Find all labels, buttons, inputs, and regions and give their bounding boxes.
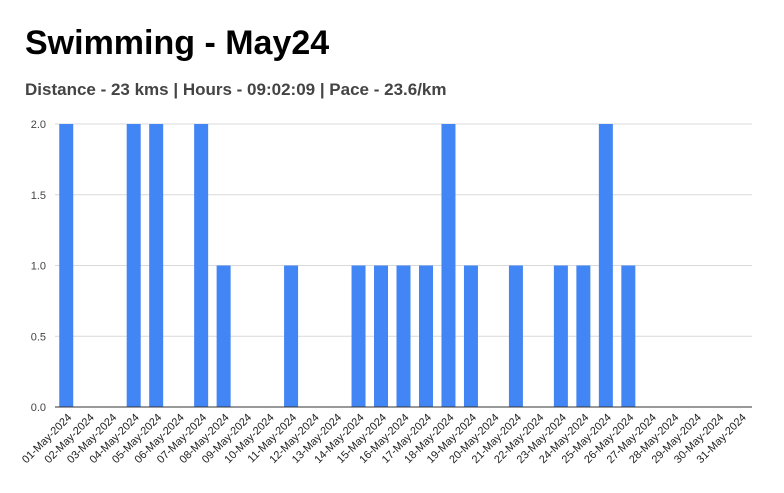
chart-title: Swimming - May24 (25, 24, 330, 62)
bar-14-May-2024[interactable] (351, 265, 366, 408)
bar-11-May-2024[interactable] (284, 265, 299, 408)
y-tick-label: 2.0 (31, 119, 46, 131)
bar-08-May-2024[interactable] (216, 265, 231, 408)
y-tick-label: 0.5 (31, 331, 46, 343)
bar-23-May-2024[interactable] (553, 265, 568, 408)
bar-07-May-2024[interactable] (194, 124, 209, 407)
bar-21-May-2024[interactable] (508, 265, 523, 408)
y-tick-label: 0.0 (31, 402, 46, 414)
y-axis: 0.0 0.5 1.0 1.5 2.0 (31, 119, 46, 414)
bar-24-May-2024[interactable] (576, 265, 591, 408)
bar-17-May-2024[interactable] (418, 265, 433, 408)
bar-15-May-2024[interactable] (374, 265, 389, 408)
bar-01-May-2024[interactable] (59, 124, 74, 407)
bar-18-May-2024[interactable] (441, 124, 456, 407)
y-tick-label: 1.0 (31, 261, 46, 273)
bar-16-May-2024[interactable] (396, 265, 411, 408)
bar-05-May-2024[interactable] (149, 124, 164, 407)
chart-subtitle: Distance - 23 kms | Hours - 09:02:09 | P… (25, 80, 447, 99)
x-axis: 01-May-202402-May-202403-May-202404-May-… (20, 412, 749, 466)
bar-04-May-2024[interactable] (126, 124, 141, 407)
bar-25-May-2024[interactable] (598, 124, 613, 407)
bar-26-May-2024[interactable] (621, 265, 636, 408)
y-tick-label: 1.5 (31, 190, 46, 202)
bars (59, 124, 636, 408)
bar-19-May-2024[interactable] (463, 265, 478, 408)
